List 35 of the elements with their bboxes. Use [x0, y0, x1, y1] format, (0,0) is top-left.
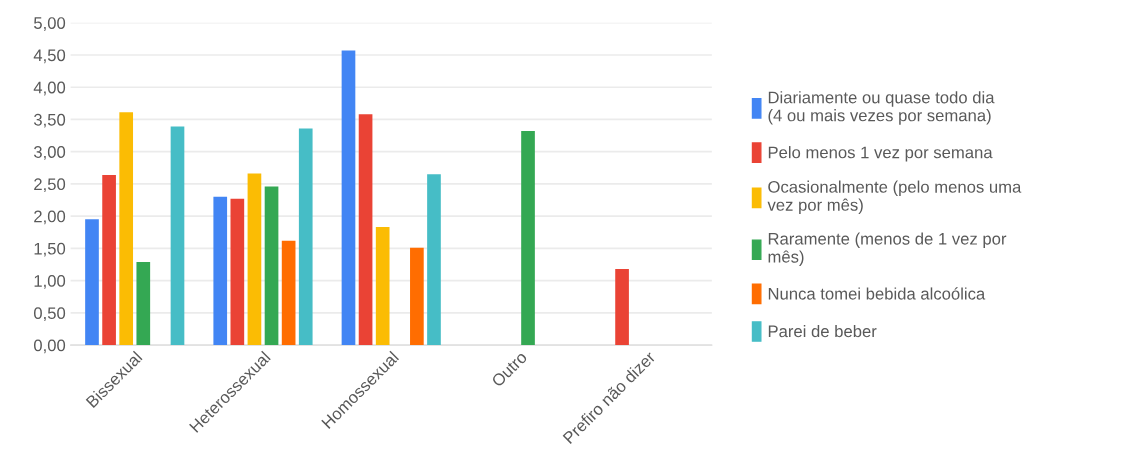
y-tick-label: 3,50	[33, 113, 66, 128]
y-tick-label: 0,50	[33, 307, 66, 322]
bar	[170, 126, 185, 346]
bar	[119, 112, 134, 346]
y-tick-label: 5,00	[33, 17, 66, 31]
bar	[427, 174, 441, 346]
legend-label: Diariamente ou quase todo dia (4 ou mais vezes por semana)	[768, 91, 995, 125]
legend-label: Ocasionalmente (pelo menos uma vez por mês)	[767, 180, 1022, 215]
y-tick-label: 0,00	[33, 339, 66, 354]
bar	[375, 227, 390, 346]
bar	[521, 131, 535, 346]
bar	[136, 261, 151, 346]
y-tick-label: 4,00	[33, 81, 66, 96]
bar	[341, 50, 356, 346]
y-tick-label: 2,50	[34, 178, 66, 193]
bar	[410, 247, 424, 346]
bar	[298, 128, 313, 346]
legend-label: Raramente (menos de 1 vez por mês)	[768, 232, 1007, 266]
y-tick-label: 1,50	[34, 242, 66, 257]
bar	[281, 240, 296, 346]
y-tick-label: 4,50	[33, 49, 66, 64]
bar	[85, 219, 99, 346]
y-tick-label: 3,00	[33, 146, 66, 160]
bar	[247, 173, 262, 346]
legend-label: Parei de beber	[768, 324, 877, 338]
legend-label: Nunca tomei bebida alcoólica	[768, 287, 986, 300]
y-tick-label: 2,00	[34, 210, 66, 225]
bar	[264, 186, 279, 346]
bar	[230, 198, 245, 346]
bar	[358, 114, 373, 346]
y-tick-label: 1,00	[34, 275, 66, 289]
bar	[102, 174, 116, 346]
bar	[213, 196, 228, 346]
bar	[615, 269, 629, 346]
legend-label: Pelo menos 1 vez por semana	[768, 146, 993, 162]
